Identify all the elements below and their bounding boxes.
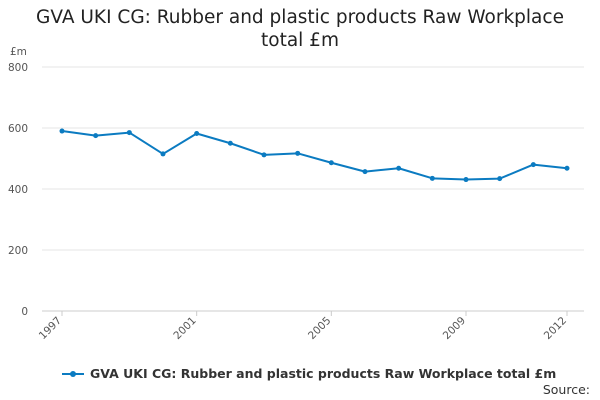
data-point-2012 (564, 165, 570, 171)
y-tick-label-800: 800 (8, 62, 28, 74)
x-tick-label-2012: 2012 (542, 315, 569, 342)
data-point-2011 (530, 162, 536, 168)
chart-title: GVA UKI CG: Rubber and plastic products … (0, 6, 600, 52)
x-tick-label-2009: 2009 (441, 315, 468, 342)
data-point-2007 (396, 165, 402, 171)
data-point-2008 (429, 175, 435, 181)
data-point-2003 (261, 152, 267, 158)
data-point-1998 (93, 133, 99, 139)
data-point-2002 (227, 140, 233, 146)
data-point-2009 (463, 177, 469, 183)
y-tick-label-200: 200 (8, 245, 28, 257)
data-point-2005 (328, 160, 334, 166)
chart-title-line-1: GVA UKI CG: Rubber and plastic products … (36, 7, 564, 28)
y-tick-label-0: 0 (21, 306, 28, 318)
legend-series-marker (62, 369, 84, 379)
y-tick-label-600: 600 (8, 123, 28, 135)
data-point-1999 (126, 130, 132, 136)
y-tick-label-400: 400 (8, 184, 28, 196)
data-point-2001 (194, 130, 200, 136)
y-axis-unit-label: £m (10, 46, 27, 58)
x-tick-label-1997: 1997 (37, 315, 64, 342)
data-point-2010 (497, 176, 503, 182)
data-point-2000 (160, 151, 166, 157)
source-label: Source: (542, 382, 590, 397)
chart-title-line-2: total £m (261, 30, 339, 51)
data-point-2004 (295, 150, 301, 156)
data-point-2006 (362, 169, 368, 175)
series-line-0 (61, 130, 568, 181)
legend[interactable]: GVA UKI CG: Rubber and plastic products … (62, 366, 556, 381)
data-point-1997 (59, 128, 65, 134)
x-tick-label-2001: 2001 (171, 315, 198, 342)
x-tick-label-2005: 2005 (306, 315, 333, 342)
legend-series-label: GVA UKI CG: Rubber and plastic products … (90, 366, 557, 381)
